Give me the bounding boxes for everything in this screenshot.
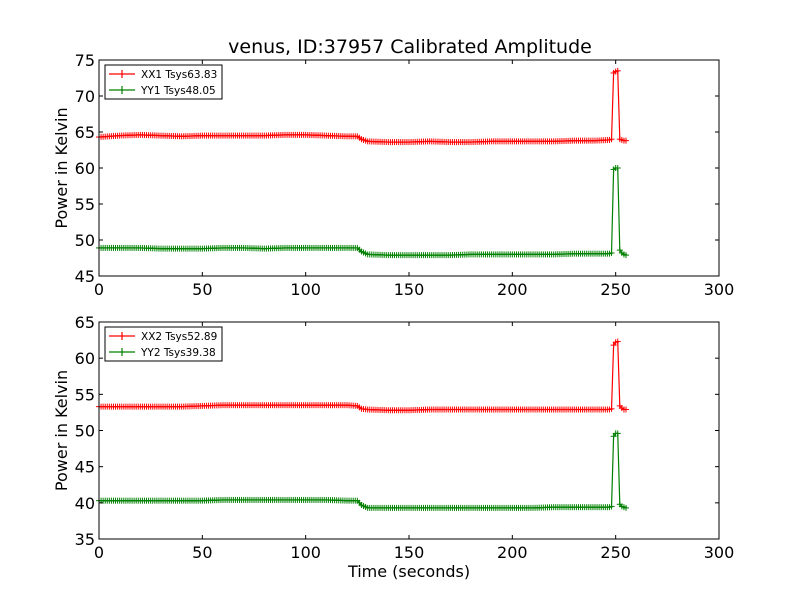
top-subplot: 0 50 100 150 200 250 300 45 50 55 60 65 70 75 Power in…	[52, 51, 734, 299]
y-tick-label-1-4: 55	[75, 385, 95, 404]
y-tick-label-0-2: 55	[75, 195, 95, 214]
series-markers-0-1	[96, 165, 629, 259]
legend-0: XX1 Tsys63.83 YY1 Tsys48.05	[104, 64, 223, 100]
y-tick-label-1-1: 40	[75, 494, 95, 513]
x-tick-label-0-2: 100	[290, 280, 321, 299]
x-tick-label-1-0: 0	[94, 543, 104, 562]
x-tick-label-0-1: 50	[192, 280, 212, 299]
x-tick-label-0-0: 0	[94, 280, 104, 299]
x-tick-label-1-5: 250	[600, 543, 631, 562]
y-tick-label-1-6: 65	[75, 313, 95, 332]
legend-1: XX2 Tsys52.89 YY2 Tsys39.38	[104, 326, 223, 362]
y-tick-label-0-4: 65	[75, 123, 95, 142]
legend-box-0	[104, 64, 223, 100]
x-tick-label-1-4: 200	[497, 543, 528, 562]
y-tick-label-0-3: 60	[75, 159, 95, 178]
y-tick-label-1-5: 60	[75, 349, 95, 368]
y-tick-label-1-0: 35	[75, 530, 95, 549]
y-tick-label-0-1: 50	[75, 231, 95, 250]
series-markers-1-1	[96, 430, 629, 511]
y-tick-label-1-2: 45	[75, 458, 95, 477]
legend-label-0-1: YY1 Tsys48.05	[140, 85, 216, 97]
legend-label-0-0: XX1 Tsys63.83	[141, 69, 217, 81]
y-tick-label-1-3: 50	[75, 422, 95, 441]
x-tick-label-1-2: 100	[290, 543, 321, 562]
y-axis-label-0: Power in Kelvin	[52, 107, 71, 228]
y-tick-label-0-0: 45	[75, 267, 95, 286]
x-tick-label-1-3: 150	[394, 543, 425, 562]
x-tick-label-0-4: 200	[497, 280, 528, 299]
x-axis-label-1: Time (seconds)	[347, 562, 470, 581]
y-tick-label-0-6: 75	[75, 51, 95, 70]
legend-box-1	[104, 326, 223, 362]
bottom-subplot: 0 50 100 150 200 250 300 35 40 45 50 55 60 65 Power in…	[52, 313, 734, 581]
legend-label-1-0: XX2 Tsys52.89	[141, 331, 217, 343]
x-tick-label-0-5: 250	[600, 280, 631, 299]
chart-title: venus, ID:37957 Calibrated Amplitude	[228, 36, 592, 58]
legend-label-1-1: YY2 Tsys39.38	[140, 347, 216, 359]
x-tick-label-0-6: 300	[704, 280, 735, 299]
x-tick-label-1-1: 50	[192, 543, 212, 562]
y-axis-label-1: Power in Kelvin	[52, 370, 71, 491]
x-tick-label-0-3: 150	[394, 280, 425, 299]
x-tick-label-1-6: 300	[704, 543, 735, 562]
series-markers-0-0	[96, 67, 629, 146]
y-tick-label-0-5: 70	[75, 87, 95, 106]
series-markers-1-0	[96, 338, 629, 414]
